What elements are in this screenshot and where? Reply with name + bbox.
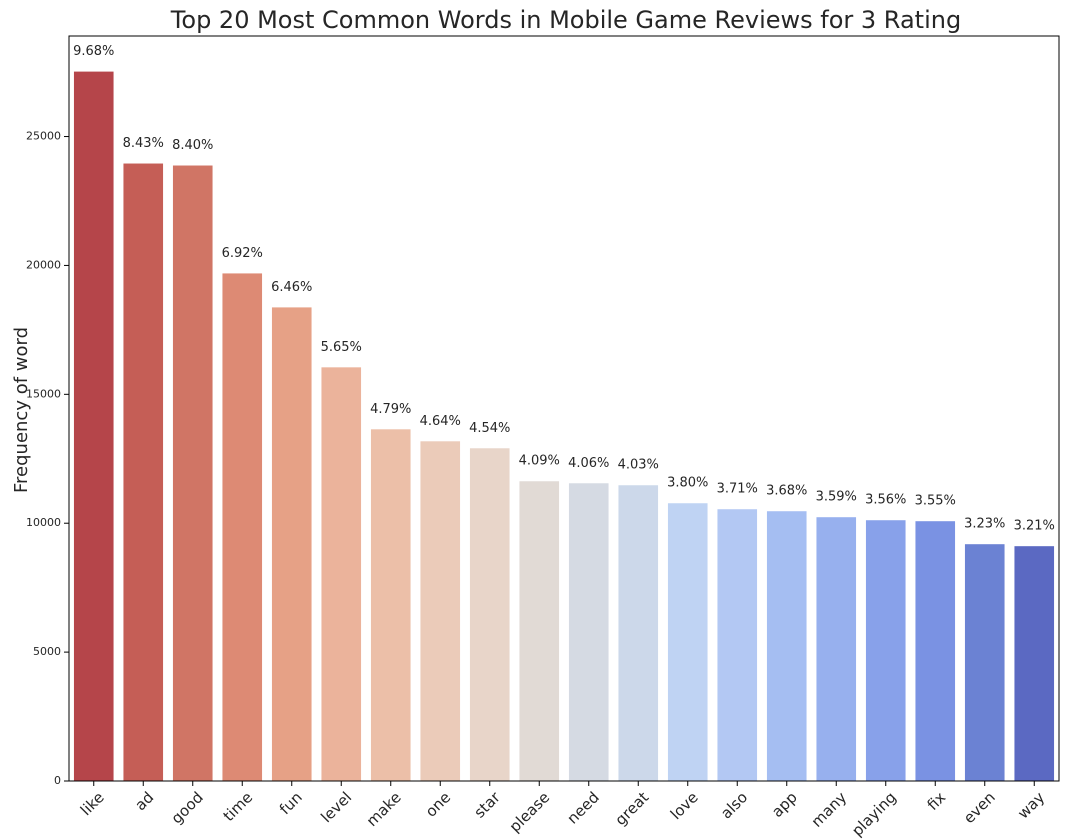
- bar-label: 6.92%: [222, 246, 263, 261]
- bar: [172, 165, 213, 781]
- y-tick-label: 10000: [26, 516, 61, 529]
- y-axis-label: Frequency of word: [11, 327, 32, 493]
- bar: [519, 481, 560, 781]
- x-tick-label: fun: [276, 788, 306, 818]
- bar: [964, 544, 1005, 781]
- bar: [667, 503, 708, 781]
- bar-label: 3.21%: [1014, 519, 1055, 534]
- x-tick-label: great: [611, 788, 652, 829]
- bar-label: 4.64%: [420, 414, 461, 429]
- bar: [568, 483, 609, 781]
- y-tick-label: 5000: [33, 645, 61, 658]
- bar: [816, 517, 857, 781]
- bar-label: 3.55%: [915, 494, 956, 509]
- bar: [469, 448, 510, 781]
- bar: [766, 511, 807, 781]
- bar-label: 3.80%: [667, 476, 708, 491]
- x-tick-label: playing: [848, 788, 900, 840]
- bar: [222, 273, 263, 781]
- bar-label: 4.03%: [618, 458, 659, 473]
- bar: [73, 71, 114, 782]
- bar: [420, 441, 461, 781]
- bar: [370, 429, 411, 781]
- bar-label: 3.23%: [964, 517, 1005, 532]
- x-tick-label: like: [77, 788, 108, 819]
- y-tick-label: 0: [54, 774, 61, 787]
- bar: [1014, 546, 1055, 781]
- plot-frame: [68, 35, 1060, 782]
- x-tick-label: level: [317, 788, 355, 826]
- bar: [321, 367, 362, 781]
- bar-label: 3.59%: [816, 490, 857, 505]
- x-tick-label: ad: [131, 788, 157, 814]
- x-tick-label: one: [422, 788, 454, 820]
- x-tick-label: also: [717, 788, 751, 822]
- bar-label: 3.56%: [865, 493, 906, 508]
- bar-label: 8.43%: [123, 136, 164, 151]
- x-tick-label: star: [470, 788, 504, 822]
- x-tick-label: please: [506, 788, 553, 835]
- bar-label: 4.79%: [370, 402, 411, 417]
- y-tick-label: 25000: [26, 130, 61, 143]
- bar-label: 8.40%: [172, 138, 213, 153]
- chart-title: Top 20 Most Common Words in Mobile Game …: [170, 6, 961, 34]
- bar: [618, 485, 659, 781]
- x-tick-label: fix: [924, 788, 950, 814]
- x-tick-label: time: [220, 788, 257, 825]
- bar: [271, 307, 312, 781]
- x-tick-label: app: [768, 788, 801, 821]
- bar: [915, 521, 956, 781]
- bar-label: 3.68%: [766, 484, 807, 499]
- x-tick-label: love: [667, 788, 702, 823]
- x-tick-label: good: [168, 788, 207, 827]
- y-tick-label: 20000: [26, 258, 61, 271]
- bar-label: 5.65%: [321, 340, 362, 355]
- bar: [865, 520, 906, 781]
- bar-label: 4.54%: [469, 421, 510, 436]
- bar: [717, 509, 758, 781]
- bar-label: 6.46%: [271, 280, 312, 295]
- x-tick-label: many: [808, 788, 851, 831]
- y-tick-label: 15000: [26, 387, 61, 400]
- bar-label: 9.68%: [73, 44, 114, 59]
- bar-label: 4.06%: [568, 456, 609, 471]
- x-tick-label: way: [1014, 788, 1048, 822]
- x-tick-label: need: [564, 788, 603, 827]
- bar-label: 3.71%: [717, 482, 758, 497]
- bar-label: 4.09%: [519, 454, 560, 469]
- bar: [123, 163, 164, 781]
- x-tick-label: make: [363, 788, 405, 830]
- x-tick-label: even: [960, 788, 999, 827]
